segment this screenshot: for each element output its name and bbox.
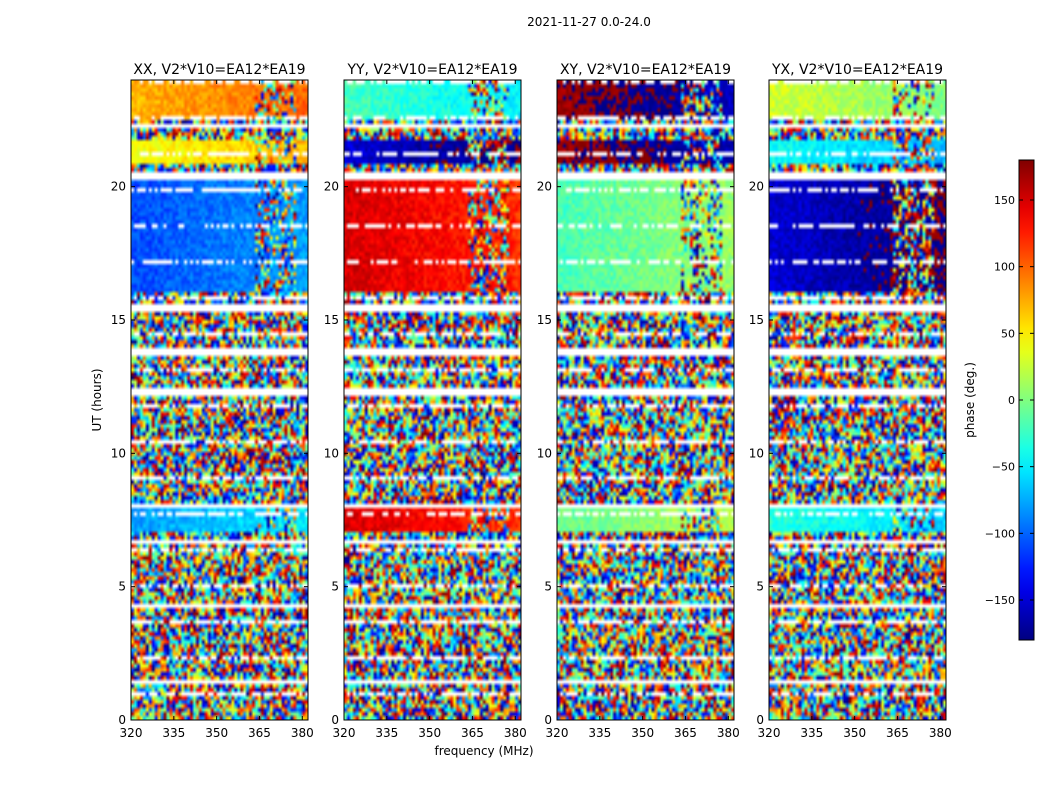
x-tick-label: 380 xyxy=(717,726,740,740)
colorbar-tick-label: −150 xyxy=(985,594,1015,607)
x-tick-label: 320 xyxy=(333,726,356,740)
y-tick-label: 10 xyxy=(324,446,339,460)
x-tick-label: 350 xyxy=(418,726,441,740)
x-tick-label: 320 xyxy=(120,726,143,740)
x-tick-label: 335 xyxy=(162,726,185,740)
x-tick-label: 335 xyxy=(588,726,611,740)
y-tick-label: 5 xyxy=(756,580,764,594)
heatmap-image-1 xyxy=(131,80,308,720)
y-tick-label: 0 xyxy=(756,713,764,727)
x-tick-label: 365 xyxy=(461,726,484,740)
panel-title: XX, V2*V10=EA12*EA19 xyxy=(133,62,305,78)
y-tick-label: 20 xyxy=(324,180,339,194)
y-tick-label: 15 xyxy=(537,313,552,327)
x-tick-label: 335 xyxy=(375,726,398,740)
x-axis-label: frequency (MHz) xyxy=(434,744,533,758)
x-tick-label: 380 xyxy=(504,726,527,740)
x-tick-label: 320 xyxy=(546,726,569,740)
y-tick-label: 5 xyxy=(118,580,126,594)
x-tick-label: 365 xyxy=(886,726,909,740)
panel-1: XX, V2*V10=EA12*EA19 320 335 350 365 380 0 5 10 1… xyxy=(111,62,314,740)
panel-frame xyxy=(130,79,309,721)
heatmap-image-3 xyxy=(557,80,734,720)
panel-4: YX, V2*V10=EA12*EA19 320 335 350 365 380 0 5 10 1… xyxy=(749,62,952,740)
y-tick-label: 20 xyxy=(749,180,764,194)
x-tick-label: 380 xyxy=(929,726,952,740)
colorbar-tick-label: −50 xyxy=(992,461,1015,474)
panel-title: YX, V2*V10=EA12*EA19 xyxy=(771,62,943,78)
y-tick-label: 10 xyxy=(111,446,126,460)
y-axis-label: UT (hours) xyxy=(90,368,104,431)
y-tick-label: 0 xyxy=(331,713,339,727)
x-tick-label: 335 xyxy=(800,726,823,740)
y-tick-label: 20 xyxy=(111,180,126,194)
panel-frame xyxy=(768,79,947,721)
y-tick-label: 15 xyxy=(111,313,126,327)
colorbar-tick-label: −100 xyxy=(985,527,1015,540)
y-tick-label: 10 xyxy=(749,446,764,460)
panels-group: XX, V2*V10=EA12*EA19 320 335 350 365 380 0 5 10 1… xyxy=(111,62,952,740)
x-tick-label: 365 xyxy=(248,726,271,740)
x-tick-label: 320 xyxy=(758,726,781,740)
x-tick-label: 365 xyxy=(674,726,697,740)
colorbar-tick-label: 0 xyxy=(1008,394,1015,407)
y-tick-label: 0 xyxy=(544,713,552,727)
y-tick-label: 20 xyxy=(537,180,552,194)
panel-3: XY, V2*V10=EA12*EA19 320 335 350 365 380 0 5 10 1… xyxy=(537,62,740,740)
colorbar-label: phase (deg.) xyxy=(963,362,977,438)
panel-title: YY, V2*V10=EA12*EA19 xyxy=(346,62,517,78)
heatmap-image-2 xyxy=(344,80,521,720)
y-tick-label: 15 xyxy=(324,313,339,327)
x-tick-label: 380 xyxy=(291,726,314,740)
y-tick-label: 5 xyxy=(331,580,339,594)
x-tick-label: 350 xyxy=(631,726,654,740)
heatmap-image-4 xyxy=(769,80,946,720)
figure-title: 2021-11-27 0.0-24.0 xyxy=(527,15,651,29)
x-tick-label: 350 xyxy=(205,726,228,740)
colorbar-tick-label: 100 xyxy=(994,261,1015,274)
y-tick-label: 10 xyxy=(537,446,552,460)
panel-2: YY, V2*V10=EA12*EA19 320 335 350 365 380 0 5 10 1… xyxy=(324,62,527,740)
y-tick-label: 15 xyxy=(749,313,764,327)
panel-frame xyxy=(556,79,735,721)
panel-frame xyxy=(343,79,522,721)
x-tick-label: 350 xyxy=(843,726,866,740)
panel-title: XY, V2*V10=EA12*EA19 xyxy=(560,62,731,78)
colorbar-tick-label: 50 xyxy=(1001,327,1015,340)
y-tick-label: 5 xyxy=(544,580,552,594)
colorbar: 150 100 50 0 −50 −100 −150 phase (deg.) xyxy=(963,159,1035,641)
colorbar-tick-label: 150 xyxy=(994,194,1015,207)
y-tick-label: 0 xyxy=(118,713,126,727)
